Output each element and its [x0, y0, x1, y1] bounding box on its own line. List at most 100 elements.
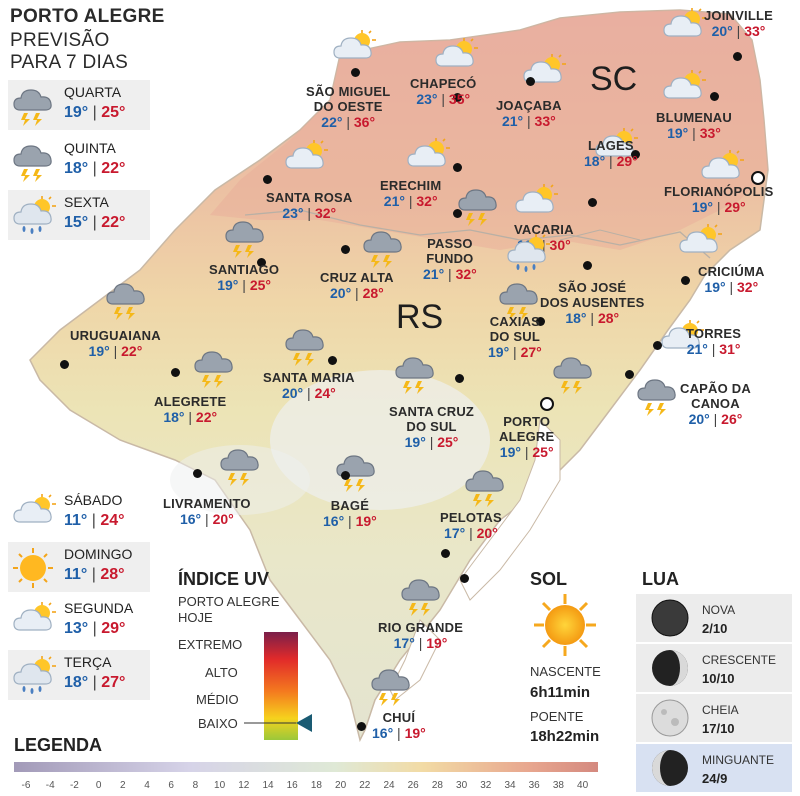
- forecast-day-name: QUINTA: [64, 140, 116, 156]
- forecast-day-name: QUARTA: [64, 84, 122, 100]
- min-temp: 17°: [444, 525, 466, 541]
- max-temp: 36°: [353, 114, 376, 130]
- min-temp: 20°: [281, 385, 304, 401]
- max-temp: 25°: [249, 277, 271, 293]
- max-temp: 22°: [101, 214, 126, 231]
- moon-title: LUA: [642, 569, 679, 589]
- temp-separator: |: [87, 566, 101, 583]
- city-name: SÃO JOSÉ DOS AUSENTES: [540, 280, 645, 310]
- forecast-temps: 11° | 24°: [64, 512, 125, 530]
- min-temp: 18°: [163, 409, 185, 425]
- storm-cloud-icon: [333, 450, 379, 492]
- storm-cloud-icon: [634, 374, 680, 416]
- max-temp: 30°: [549, 237, 571, 253]
- max-temp: 28°: [362, 285, 384, 301]
- sun-cloud-icon: [282, 138, 328, 178]
- max-temp: 22°: [121, 343, 143, 359]
- max-temp: 33°: [534, 113, 556, 129]
- uv-subtitle: PORTO ALEGRE: [178, 594, 280, 609]
- storm-cloud-icon: [455, 184, 501, 226]
- capital-marker: [540, 397, 554, 411]
- min-temp: 17°: [393, 635, 415, 651]
- forecast-temps: 11° | 28°: [64, 566, 125, 584]
- city-name: SANTA MARIA: [263, 370, 355, 385]
- temp-separator: |: [709, 411, 722, 427]
- city-name: JOAÇABA: [496, 98, 562, 113]
- max-temp: 19°: [404, 725, 426, 741]
- city-temps: 21° | 33°: [496, 113, 562, 129]
- forecast-day-card: QUINTA 18° | 22°: [8, 136, 150, 186]
- storm-cloud-icon: [360, 226, 406, 268]
- legend-tick-label: 16: [286, 780, 298, 791]
- city-marker: [171, 368, 180, 377]
- storm-cloud-icon: [10, 140, 56, 182]
- max-temp: 26°: [721, 411, 743, 427]
- temp-separator: |: [303, 205, 315, 221]
- temp-separator: |: [404, 193, 417, 209]
- sun-cloud-rain-icon: [10, 194, 56, 234]
- city-marker: [441, 549, 450, 558]
- temp-separator: |: [444, 266, 456, 282]
- city-temps: 18° | 29°: [584, 153, 638, 169]
- sun-cloud-icon: [660, 6, 706, 46]
- forecast-temps: 13° | 29°: [64, 620, 125, 638]
- city-label-santa-rosa: SANTA ROSA 23° | 32°: [266, 190, 353, 221]
- max-temp: 32°: [314, 205, 337, 221]
- moon-phase-icon: [650, 598, 690, 638]
- city-name: SANTIAGO: [209, 262, 280, 277]
- temp-separator: |: [184, 409, 196, 425]
- moon-phase-label: CHEIA: [702, 703, 739, 717]
- city-temps: 23° | 32°: [266, 205, 353, 221]
- min-temp: 16°: [372, 725, 394, 741]
- min-temp: 18°: [64, 674, 89, 691]
- moon-phase-card: CRESCENTE 10/10: [636, 644, 792, 692]
- city-label-alegrete: ALEGRETE 18° | 22°: [154, 394, 226, 425]
- city-marker: [526, 77, 535, 86]
- max-temp: 27°: [520, 344, 542, 360]
- sun-cloud-rain-icon: [10, 654, 56, 694]
- legend-tick-label: 24: [383, 780, 395, 791]
- city-marker: [733, 52, 742, 61]
- city-label-joinville: JOINVILLE 20° | 33°: [704, 8, 773, 39]
- legend-tick-label: 6: [168, 780, 174, 791]
- city-temps: 20° | 24°: [263, 385, 355, 401]
- min-temp: 23°: [416, 91, 438, 107]
- city-name: CAPÃO DA CANOA: [680, 381, 751, 411]
- max-temp: 29°: [724, 199, 746, 215]
- city-temps: 19° | 25°: [499, 444, 554, 460]
- temp-separator: |: [520, 444, 533, 460]
- sun-cloud-icon: [660, 68, 706, 108]
- city-label-blumenau: BLUMENAU 19° | 33°: [656, 110, 732, 141]
- city-label-santiago: SANTIAGO 19° | 25°: [209, 262, 279, 293]
- forecast-day-name: SEXTA: [64, 194, 109, 210]
- sun-cloud-icon: [10, 600, 56, 640]
- max-temp: 22°: [101, 160, 126, 177]
- city-label-crici-ma: CRICIÚMA 19° | 32°: [698, 264, 765, 295]
- max-temp: 28°: [100, 566, 125, 583]
- min-temp: 19°: [88, 343, 110, 359]
- region-label-sc: SC: [590, 60, 638, 98]
- max-temp: 19°: [426, 635, 448, 651]
- min-temp: 20°: [330, 285, 352, 301]
- temp-separator: |: [88, 214, 102, 231]
- city-label-cruz-alta: CRUZ ALTA 20° | 28°: [320, 270, 394, 301]
- city-marker: [453, 209, 462, 218]
- city-label-erechim: ERECHIM 21° | 32°: [380, 178, 441, 209]
- city-marker: [681, 276, 690, 285]
- city-temps: 22° | 36°: [306, 114, 390, 130]
- storm-cloud-icon: [392, 352, 438, 394]
- city-name: SANTA ROSA: [266, 190, 353, 205]
- sun-cloud-icon: [404, 136, 450, 176]
- legend-title: LEGENDA: [14, 735, 103, 755]
- temp-separator: |: [732, 23, 745, 39]
- city-label-uruguaiana: URUGUAIANA 19° | 22°: [70, 328, 161, 359]
- city-temps: 20° | 33°: [704, 23, 773, 39]
- forecast-day-card: SEGUNDA 13° | 29°: [8, 596, 150, 646]
- storm-cloud-icon: [550, 352, 596, 394]
- min-temp: 21°: [686, 341, 708, 357]
- city-marker: [341, 245, 350, 254]
- city-temps: 19° | 25°: [389, 434, 474, 450]
- city-label-s-o-jos-: SÃO JOSÉ DOS AUSENTES 18° | 28°: [540, 280, 645, 326]
- capital-marker: [751, 171, 765, 185]
- city-label-cap-o-da: CAPÃO DA CANOA 20° | 26°: [680, 381, 751, 427]
